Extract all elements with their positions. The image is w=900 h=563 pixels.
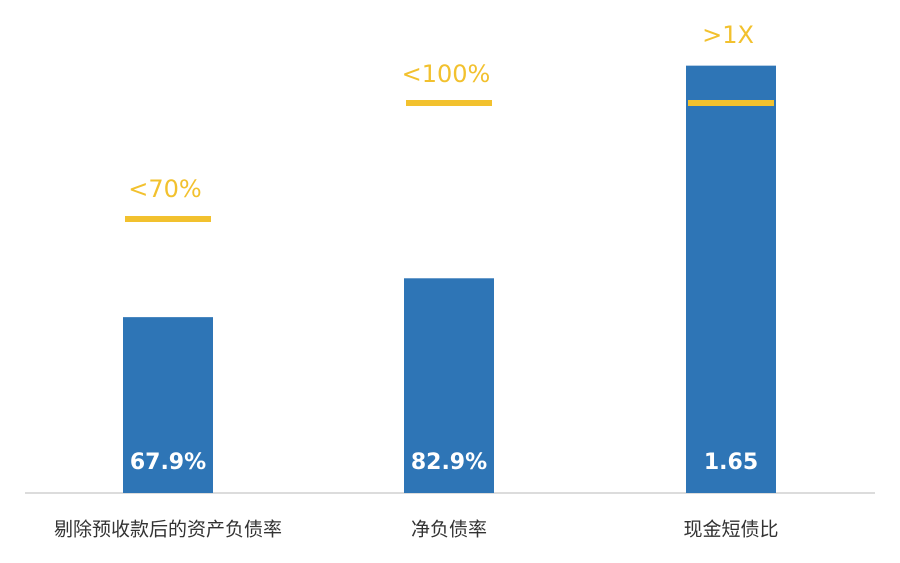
target-label: >1X	[702, 21, 754, 49]
target-line	[406, 100, 492, 106]
value-label: 82.9%	[411, 450, 487, 475]
target-line	[688, 100, 774, 106]
bar	[123, 317, 213, 493]
value-label: 67.9%	[130, 450, 206, 475]
target-line	[125, 216, 211, 222]
x-tick-label: 剔除预收款后的资产负债率	[54, 519, 282, 541]
target-label: <70%	[128, 175, 201, 203]
bar	[686, 65, 776, 494]
x-tick-label: 现金短债比	[683, 519, 778, 541]
x-tick-label: 净负债率	[411, 519, 487, 541]
value-label: 1.65	[704, 450, 758, 475]
target-label: <100%	[402, 60, 491, 88]
bar	[404, 278, 494, 493]
